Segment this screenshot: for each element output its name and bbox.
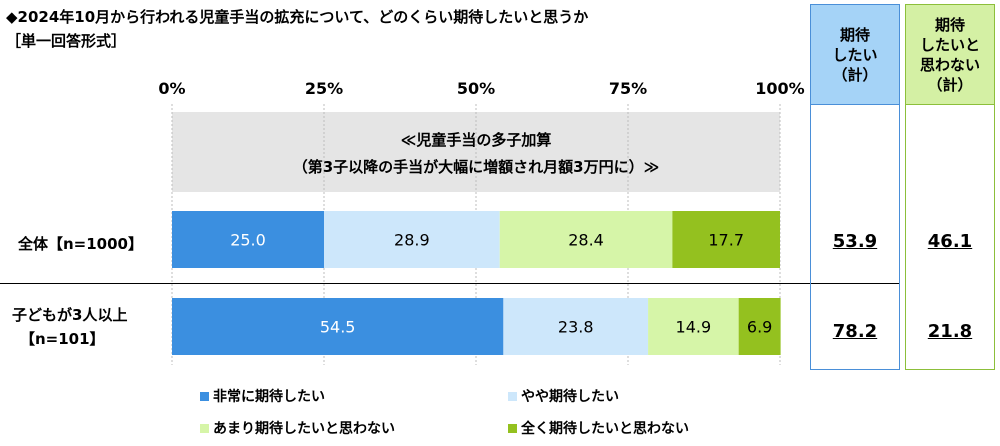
legend-swatch-not-much [200,423,209,433]
bar-segment [324,211,500,268]
legend-label-very: 非常に期待したい [213,389,325,405]
summary-not-expect-3plus: 21.8 [927,321,973,342]
bar-segment [672,211,780,268]
legend-item-somewhat: やや期待したい [508,386,619,406]
legend-label-somewhat: やや期待したい [521,389,619,405]
bar-segment [172,211,324,268]
legend-swatch-very [200,391,209,401]
bar-value-label: 28.4 [568,231,604,250]
bar-segment [503,298,649,355]
x-tick-label: 75% [609,79,647,98]
legend-item-very: 非常に期待したい [200,386,325,406]
bar-value-label: 54.5 [320,318,356,337]
bar-value-label: 14.9 [676,318,712,337]
bar-segment [172,298,504,355]
summary-expect: 期待 したい （計） 53.9 78.2 [810,4,900,370]
legend-item-not-much: あまり期待したいと思わない [200,418,395,438]
summary-expect-all: 53.9 [832,231,878,252]
legend-label-not-much: あまり期待したいと思わない [213,421,395,437]
section-label-line2: （第3子以降の手当が大幅に増額され月額3万円に）≫ [293,158,660,176]
chart-title: ◆2024年10月から行われる児童手当の拡充について、どのくらい期待したいと思う… [6,8,589,26]
legend-label-not-at-all: 全く期待したいと思わない [521,421,689,437]
summary-expect-3plus: 78.2 [832,321,878,342]
bar-value-label: 25.0 [230,231,266,250]
legend-swatch-somewhat [508,391,517,401]
bar-segment [738,298,781,355]
summary-not-expect-all: 46.1 [927,231,973,252]
chart-subtitle: ［単一回答形式］ [6,32,127,50]
bar-segment [499,211,673,268]
bar-segment [648,298,739,355]
bar-value-label: 17.7 [708,231,744,250]
summary-not-expect-header: 期待 したいと 思わない （計） [906,5,994,105]
x-tick-label: 50% [457,79,495,98]
row-label-all: 全体【n=1000】 [18,235,143,253]
bar-value-label: 23.8 [558,318,594,337]
bar-value-label: 28.9 [394,231,430,250]
legend-swatch-not-at-all [508,423,517,433]
bar-value-label: 6.9 [747,318,772,337]
row-divider [0,283,900,284]
x-tick-label: 25% [305,79,343,98]
legend-item-not-at-all: 全く期待したいと思わない [508,418,689,438]
x-tick-label: 100% [755,79,804,98]
summary-not-expect: 期待 したいと 思わない （計） 46.1 21.8 [905,4,995,370]
summary-expect-header: 期待 したい （計） [811,5,899,105]
x-tick-label: 0% [158,79,185,98]
row-label-3plus-n: 【n=101】 [20,330,105,348]
row-label-3plus: 子どもが3人以上 [12,306,128,324]
